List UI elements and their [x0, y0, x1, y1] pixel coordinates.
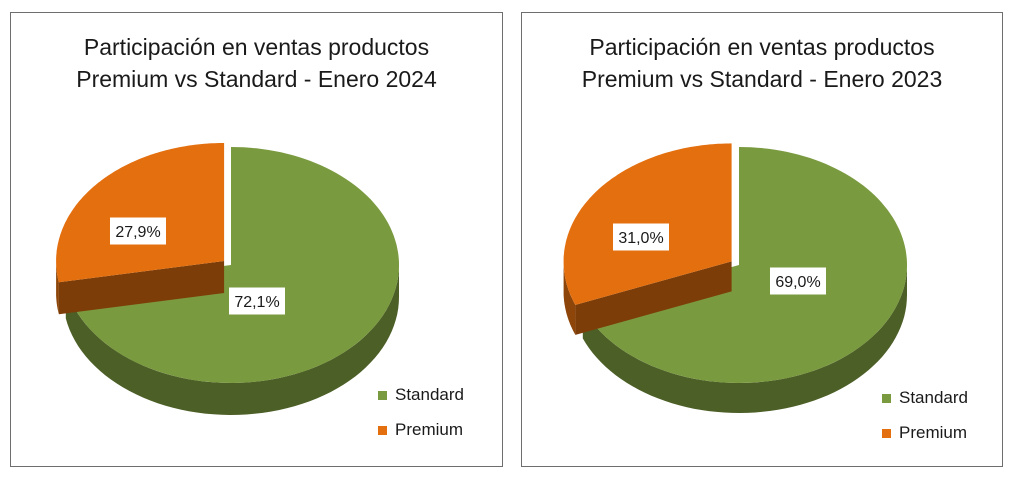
data-label-premium: 31,0%	[613, 223, 669, 251]
legend-item-standard: Standard	[882, 388, 1002, 407]
pie-slice-standard	[65, 147, 400, 415]
pie-chart-2023: 69,0% 31,0%	[563, 143, 907, 413]
chart-panel-2023: Participación en ventas productos Premiu…	[521, 12, 1003, 467]
chart-title-line-2: Premium vs Standard - Enero 2024	[76, 66, 437, 92]
pie-slice-side-standard	[582, 265, 907, 413]
chart-title: Participación en ventas productos Premiu…	[11, 31, 502, 95]
legend: Standard Premium	[378, 385, 498, 456]
data-label-box	[613, 223, 669, 251]
data-label-text: 69,0%	[775, 274, 820, 291]
data-label-text: 27,9%	[115, 224, 160, 241]
legend-item-standard: Standard	[378, 385, 498, 404]
legend-label-standard: Standard	[395, 385, 464, 404]
legend-item-premium: Premium	[378, 420, 498, 439]
pie-slice-edge-premium	[58, 261, 225, 315]
pie-slice-side-standard	[65, 265, 400, 415]
legend-item-premium: Premium	[882, 423, 1002, 442]
chart-title-line-1: Participación en ventas productos	[83, 34, 430, 60]
pie-slice-side-premium	[563, 261, 576, 335]
data-label-standard: 72,1%	[229, 287, 285, 315]
legend-label-premium: Premium	[395, 420, 464, 439]
data-label-box	[110, 217, 166, 245]
legend-label-premium: Premium	[899, 423, 968, 442]
chart-panel-2024: Participación en ventas productos Premiu…	[10, 12, 503, 467]
legend: Standard Premium	[882, 388, 1002, 459]
pie-chart-2024: 72,1% 27,9%	[56, 143, 400, 415]
pie-slice-top-standard	[65, 147, 400, 383]
pie-slice-premium	[56, 143, 225, 315]
data-label-box	[229, 287, 285, 315]
legend-label-standard: Standard	[899, 388, 968, 407]
chart-title: Participación en ventas productos Premiu…	[522, 31, 1002, 95]
chart-title-line-2: Premium vs Standard - Enero 2023	[581, 66, 943, 92]
pie-slice-side-premium	[56, 261, 59, 315]
data-label-text: 72,1%	[234, 294, 279, 311]
data-label-premium: 27,9%	[110, 217, 166, 245]
legend-swatch-premium	[378, 425, 387, 435]
legend-swatch-standard	[378, 390, 387, 400]
pie-slice-top-standard	[582, 147, 907, 383]
chart-title-line-1: Participación en ventas productos	[589, 34, 935, 60]
data-label-text: 31,0%	[618, 230, 663, 247]
legend-swatch-standard	[882, 393, 891, 403]
legend-swatch-premium	[882, 428, 891, 438]
pie-slice-edge-premium	[575, 261, 732, 335]
pie-slice-standard	[582, 147, 907, 413]
data-label-standard: 69,0%	[770, 267, 826, 295]
pie-slice-top-premium	[56, 143, 225, 283]
data-label-box	[770, 267, 826, 295]
